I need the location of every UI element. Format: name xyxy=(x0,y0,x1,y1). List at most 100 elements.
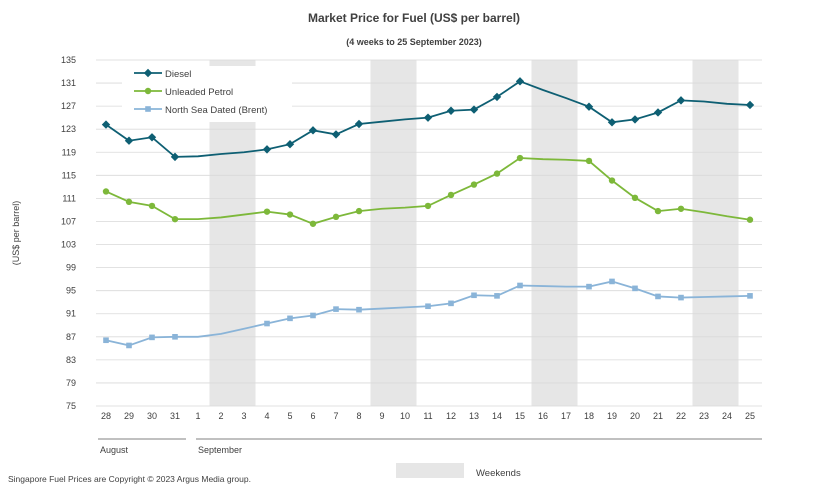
x-tick-label: 21 xyxy=(653,411,663,421)
data-point xyxy=(354,119,364,129)
data-point xyxy=(446,106,456,115)
chart-title: Market Price for Fuel (US$ per barrel) xyxy=(308,11,520,25)
data-point xyxy=(677,205,685,212)
x-tick-label: 6 xyxy=(310,411,315,421)
legend: Diesel Unleaded Petrol North Sea Dated (Br… xyxy=(122,66,292,122)
data-point xyxy=(309,220,317,227)
data-point xyxy=(149,334,155,341)
data-point xyxy=(145,106,151,112)
y-tick-label: 83 xyxy=(66,355,76,365)
y-tick-label: 103 xyxy=(61,240,76,250)
data-point xyxy=(746,216,754,223)
data-point xyxy=(678,294,684,301)
x-tick-label: 20 xyxy=(630,411,640,421)
x-tick-label: 11 xyxy=(423,411,432,421)
data-point xyxy=(262,145,272,154)
legend-box xyxy=(122,66,292,122)
x-tick-label: 10 xyxy=(400,411,410,421)
x-tick-label: 25 xyxy=(745,411,755,421)
data-point xyxy=(147,133,157,142)
y-tick-label: 95 xyxy=(66,286,76,296)
x-tick-label: 7 xyxy=(333,411,338,421)
x-tick-label: 14 xyxy=(492,411,502,421)
data-point xyxy=(471,292,477,299)
y-tick-label: 123 xyxy=(61,124,76,134)
data-point xyxy=(609,278,615,285)
data-point xyxy=(676,96,686,105)
weekend-band-2 xyxy=(531,60,578,406)
y-axis-ticks: 75 79 83 87 91 95 99 103 107 111 115 119 123 127 131 13… xyxy=(61,55,76,411)
x-tick-label: 30 xyxy=(147,411,157,421)
y-tick-label: 91 xyxy=(66,309,76,319)
data-point xyxy=(424,202,432,210)
y-tick-label: 107 xyxy=(61,216,76,226)
data-point xyxy=(101,120,111,129)
data-point xyxy=(747,293,753,299)
data-point xyxy=(332,213,340,221)
data-point xyxy=(287,315,293,322)
data-point xyxy=(492,92,502,102)
x-tick-label: 17 xyxy=(561,411,571,421)
data-point xyxy=(333,306,339,312)
month-label: September xyxy=(198,445,242,455)
legend-label: Unleaded Petrol xyxy=(165,87,233,98)
x-tick-label: 8 xyxy=(356,411,361,421)
y-axis-label: (US$ per barrel) xyxy=(11,201,21,266)
y-tick-label: 79 xyxy=(66,378,76,388)
legend-item-2: North Sea Dated (Brent) xyxy=(134,105,267,116)
series-line xyxy=(105,157,751,225)
data-point xyxy=(331,130,341,139)
x-tick-label: 31 xyxy=(170,411,180,421)
data-point xyxy=(425,303,431,310)
data-point xyxy=(103,337,109,344)
x-tick-label: 28 xyxy=(101,411,111,421)
data-point xyxy=(517,282,523,289)
data-point xyxy=(653,108,663,117)
y-tick-label: 127 xyxy=(61,101,76,111)
data-point xyxy=(630,115,640,124)
legend-label: North Sea Dated (Brent) xyxy=(165,105,267,116)
data-point xyxy=(144,87,152,95)
x-tick-label: 9 xyxy=(379,411,384,421)
series-1 xyxy=(102,154,754,227)
x-axis-ticks: 28 29 30 31 1 2 3 4 5 6 7 8 9 10 11 12 13 14 15 16 17 18 19 20 2… xyxy=(98,411,762,455)
data-point xyxy=(654,207,662,215)
data-point xyxy=(125,198,133,206)
series-2 xyxy=(103,278,753,349)
y-tick-label: 115 xyxy=(62,170,76,180)
data-point xyxy=(285,139,295,149)
data-point xyxy=(172,334,178,340)
data-point xyxy=(586,283,592,290)
copyright-notice: Singapore Fuel Prices are Copyright © 20… xyxy=(8,474,251,484)
data-point xyxy=(355,207,363,215)
y-tick-label: 99 xyxy=(66,263,76,273)
y-tick-label: 131 xyxy=(61,78,76,88)
data-point xyxy=(423,113,433,122)
weekend-legend-swatch xyxy=(396,463,464,478)
series-lines xyxy=(101,77,755,349)
x-tick-label: 19 xyxy=(607,411,617,421)
y-tick-label: 111 xyxy=(62,193,76,203)
data-point xyxy=(469,105,479,114)
data-point xyxy=(124,136,134,145)
data-point xyxy=(356,306,362,313)
data-point xyxy=(308,126,318,135)
data-point xyxy=(470,181,478,188)
x-tick-label: 4 xyxy=(264,411,269,421)
x-tick-label: 5 xyxy=(287,411,292,421)
x-tick-label: 3 xyxy=(241,411,246,421)
data-point xyxy=(632,285,638,292)
weekend-legend: Weekends xyxy=(396,463,521,479)
data-point xyxy=(631,194,639,202)
data-point xyxy=(607,118,617,127)
data-point xyxy=(493,170,501,177)
data-point xyxy=(585,157,593,165)
y-tick-label: 75 xyxy=(66,401,76,411)
legend-item-1: Unleaded Petrol xyxy=(134,87,233,98)
x-tick-label: 29 xyxy=(124,411,134,421)
data-point xyxy=(655,293,661,300)
legend-label: Diesel xyxy=(165,69,191,80)
x-tick-label: 1 xyxy=(195,411,200,421)
data-point xyxy=(126,342,132,349)
data-point xyxy=(310,312,316,319)
